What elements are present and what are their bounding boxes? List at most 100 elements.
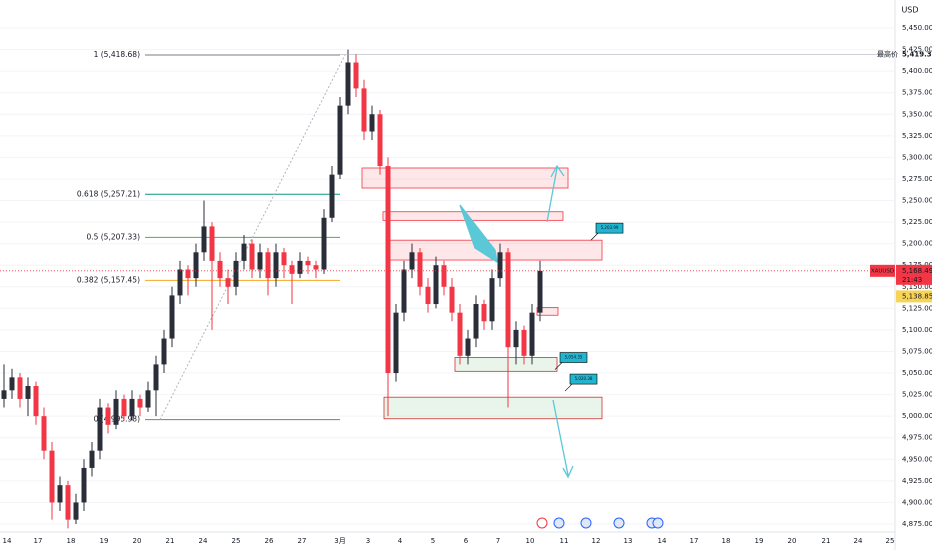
event-icon bbox=[553, 517, 565, 529]
y-tick-label: 4,925.00 bbox=[902, 477, 932, 485]
y-tick-label: 5,350.00 bbox=[902, 110, 932, 118]
candle-body bbox=[345, 62, 351, 106]
callout-label: 5,020.38 bbox=[575, 376, 593, 381]
event-icon bbox=[580, 517, 592, 529]
candle-body bbox=[137, 398, 143, 408]
candle-body bbox=[473, 304, 479, 339]
candle-body bbox=[105, 407, 111, 425]
x-tick-label: 20 bbox=[133, 537, 142, 545]
candle-body bbox=[457, 312, 463, 356]
trend-line bbox=[159, 54, 346, 420]
y-tick-label: 5,450.00 bbox=[902, 24, 932, 32]
candle-body bbox=[209, 226, 215, 261]
candle-body bbox=[521, 329, 527, 356]
last-tag-time: 21:43 bbox=[902, 276, 922, 284]
candle-body bbox=[233, 260, 239, 287]
y-tick-label: 5,325.00 bbox=[902, 132, 932, 140]
y-tick-label: 5,100.00 bbox=[902, 326, 932, 334]
candle-body bbox=[145, 390, 151, 408]
candle-body bbox=[161, 338, 167, 365]
x-tick-label: 17 bbox=[34, 537, 43, 545]
event-icon bbox=[652, 517, 664, 529]
x-tick-label: 4 bbox=[398, 537, 403, 545]
fib-label: 0.382 (5,157.45) bbox=[77, 275, 140, 284]
x-tick-label: 26 bbox=[265, 537, 274, 545]
x-tick-label: 7 bbox=[496, 537, 500, 545]
x-tick-label: 21 bbox=[822, 537, 831, 545]
fib-label: 1 (5,418.68) bbox=[94, 50, 140, 59]
x-tick-label: 19 bbox=[100, 537, 109, 545]
fib-label: 0.618 (5,257.21) bbox=[77, 189, 140, 198]
callout-label: 5,054.35 bbox=[565, 355, 583, 360]
candle-body bbox=[201, 226, 207, 253]
arrows bbox=[459, 164, 574, 479]
candle-body bbox=[9, 377, 15, 391]
candle-body bbox=[409, 252, 415, 270]
x-tick-label: 21 bbox=[166, 537, 175, 545]
candle-body bbox=[57, 485, 63, 503]
candle-body bbox=[177, 269, 183, 296]
candle-body bbox=[89, 450, 95, 468]
fib-label: 0.5 (5,207.33) bbox=[86, 232, 140, 241]
y-tick-label: 5,025.00 bbox=[902, 391, 932, 399]
candle-body bbox=[1, 390, 7, 399]
candle-body bbox=[465, 338, 471, 356]
candle-body bbox=[417, 252, 423, 287]
candle-body bbox=[425, 286, 431, 305]
candle-body bbox=[329, 174, 335, 218]
candle-body bbox=[361, 88, 367, 132]
y-tick-label: 5,150.00 bbox=[902, 283, 932, 291]
mid-tag bbox=[896, 290, 932, 303]
candle-body bbox=[193, 252, 199, 279]
candle-body bbox=[241, 243, 247, 261]
x-tick-label: 25 bbox=[886, 537, 895, 545]
y-tick-label: 5,125.00 bbox=[902, 304, 932, 312]
y-tick-label: 5,425.00 bbox=[902, 46, 932, 54]
arrow bbox=[546, 167, 558, 223]
candle-body bbox=[273, 252, 279, 279]
x-tick-label: 25 bbox=[232, 537, 241, 545]
candle-body bbox=[481, 304, 487, 322]
candle-body bbox=[297, 260, 303, 274]
callout-pointer bbox=[554, 362, 563, 370]
high-tag-value: 5,419.37 bbox=[902, 50, 932, 58]
event-icon bbox=[613, 517, 625, 529]
x-tick-label: 18 bbox=[67, 537, 76, 545]
candle-body bbox=[81, 467, 87, 503]
x-tick-label: 14 bbox=[658, 537, 667, 545]
candle-body bbox=[537, 270, 543, 313]
candle-body bbox=[441, 265, 447, 287]
zone bbox=[383, 396, 603, 420]
candle-body bbox=[97, 407, 103, 451]
candle-body bbox=[185, 269, 191, 279]
y-tick-label: 5,075.00 bbox=[902, 347, 932, 355]
candle-body bbox=[65, 485, 71, 520]
callout-label: 5,203.99 bbox=[601, 225, 619, 230]
candle-body bbox=[249, 243, 255, 270]
arrow-head bbox=[562, 465, 574, 479]
zone bbox=[361, 167, 569, 189]
candle-body bbox=[113, 398, 119, 425]
x-tick-label: 12 bbox=[592, 537, 601, 545]
callout-pointer bbox=[590, 232, 599, 241]
last-tag-value: 5,168.49 bbox=[902, 267, 932, 275]
x-tick-label: 27 bbox=[298, 537, 307, 545]
candle-body bbox=[169, 295, 175, 339]
candle-body bbox=[393, 312, 399, 374]
arrow bbox=[552, 399, 569, 476]
candle-body bbox=[353, 62, 359, 89]
y-tick-label: 4,975.00 bbox=[902, 434, 932, 442]
zone bbox=[454, 357, 558, 372]
y-tick-label: 5,225.00 bbox=[902, 218, 932, 226]
candle-body bbox=[401, 269, 407, 313]
y-tick-label: 5,050.00 bbox=[902, 369, 932, 377]
mid-tag-value: 5,138.85 bbox=[902, 292, 932, 300]
candle-body bbox=[337, 105, 343, 175]
candle-body bbox=[289, 265, 295, 274]
candle-body bbox=[369, 114, 375, 132]
y-tick-label: 5,000.00 bbox=[902, 412, 932, 420]
candle-body bbox=[385, 166, 391, 374]
currency: USD bbox=[901, 6, 918, 15]
